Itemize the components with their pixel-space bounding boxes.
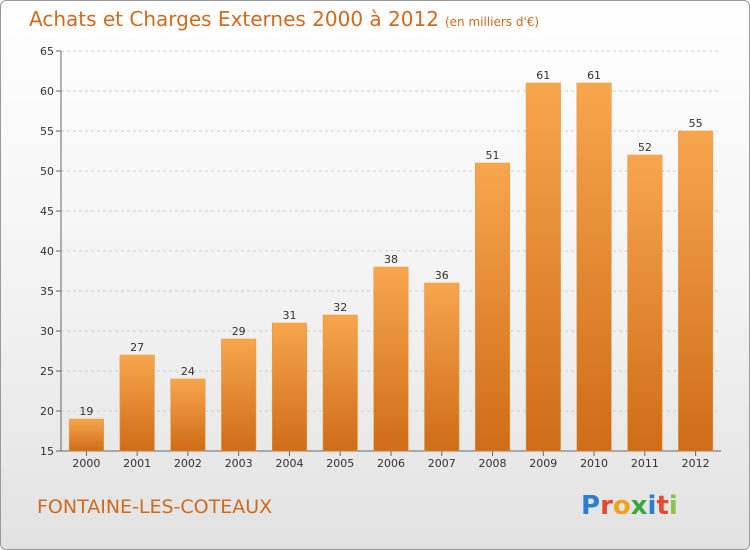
chart-title: Achats et Charges Externes 2000 à 2012 [29,7,439,31]
x-tick-label: 2007 [428,457,456,470]
bar-value-label: 55 [689,117,703,130]
place-name: FONTAINE-LES-COTEAUX [37,496,273,518]
proxiti-logo: Proxiti [581,491,678,521]
bar-2010 [576,82,612,452]
y-tick-label: 30 [40,325,54,338]
chart-title-wrap: Achats et Charges Externes 2000 à 2012 (e… [29,7,539,31]
bars [68,82,714,452]
bar-2003 [221,338,257,452]
x-tick-label: 2012 [682,457,710,470]
bar-value-label: 29 [232,325,246,338]
y-tick-label: 15 [40,445,54,458]
bar-value-label: 31 [282,309,296,322]
x-tick-label: 2002 [174,457,202,470]
x-tick-label: 2004 [275,457,303,470]
bar-2011 [627,154,663,452]
bar-2007 [424,282,460,452]
y-tick-label: 20 [40,405,54,418]
y-tick-label: 50 [40,165,54,178]
bar-value-label: 52 [638,141,652,154]
bar-2001 [119,354,155,452]
bar-value-label: 61 [536,69,550,82]
chart-unit: (en milliers d'€) [444,15,540,29]
bar-value-label: 36 [435,269,449,282]
x-tick-label: 2001 [123,457,151,470]
x-tick-label: 2000 [72,457,100,470]
y-tick-label: 35 [40,285,54,298]
bar-value-label: 27 [130,341,144,354]
y-tick-label: 55 [40,125,54,138]
bar-2004 [271,322,307,452]
bar-value-label: 38 [384,253,398,266]
y-tick-label: 25 [40,365,54,378]
labels: 19 2000 27 2001 24 2002 29 2003 31 2004 32 2005 38 20… [72,69,709,470]
y-tick-label: 65 [40,45,54,58]
bar-value-label: 61 [587,69,601,82]
y-tick-label: 45 [40,205,54,218]
x-tick-label: 2003 [225,457,253,470]
bar-2000 [68,418,104,452]
logo-letter: t [656,491,669,521]
logo-letter: o [612,491,631,521]
x-tick-label: 2005 [326,457,354,470]
logo-letter: x [630,491,648,521]
bar-2008 [475,162,511,452]
logo-letter: i [647,491,657,521]
y-tick-label: 60 [40,85,54,98]
bar-2002 [170,378,206,452]
axes: 15 20 25 30 35 40 45 50 55 60 65 [40,45,721,458]
bar-value-label: 19 [79,405,93,418]
x-tick-label: 2008 [479,457,507,470]
bar-value-label: 24 [181,365,195,378]
x-tick-label: 2010 [580,457,608,470]
x-tick-label: 2009 [529,457,557,470]
x-tick-label: 2011 [631,457,659,470]
y-tick-label: 40 [40,245,54,258]
bar-value-label: 51 [486,149,500,162]
bar-2005 [322,314,358,452]
logo-letter: r [600,491,613,521]
x-tick-label: 2006 [377,457,405,470]
bar-value-label: 32 [333,301,347,314]
bar-2012 [678,130,714,452]
logo-letter: i [668,491,678,521]
bar-2009 [525,82,561,452]
logo-letter: P [581,491,601,521]
bar-2006 [373,266,409,452]
